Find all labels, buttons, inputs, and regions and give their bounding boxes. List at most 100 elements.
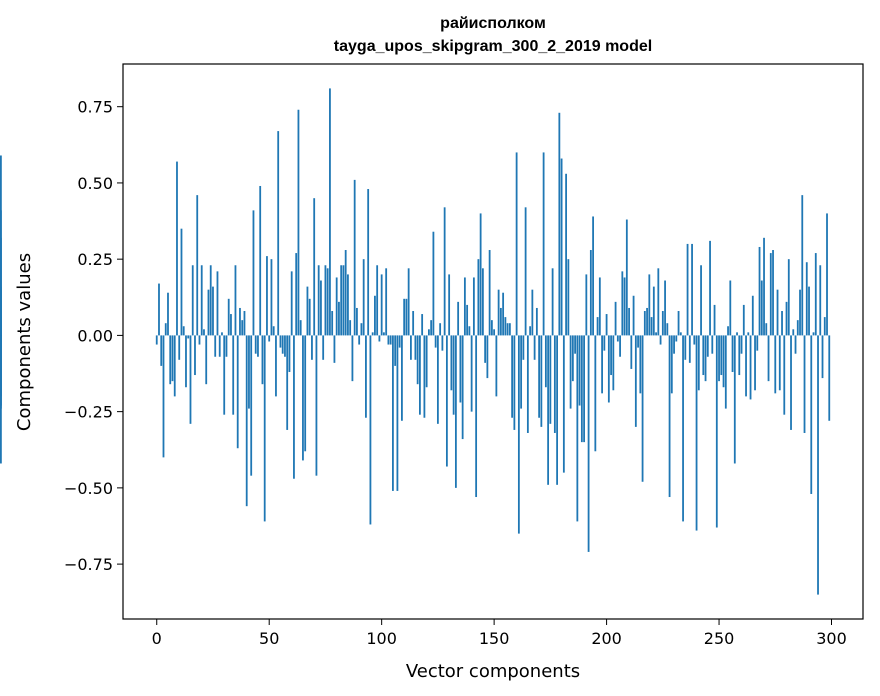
bar-281 bbox=[787, 259, 790, 336]
bar-259 bbox=[738, 335, 741, 376]
bar-233 bbox=[679, 332, 682, 336]
bar-235 bbox=[684, 335, 687, 360]
bar-297 bbox=[823, 317, 826, 336]
bar-172 bbox=[542, 152, 545, 336]
bar-44 bbox=[254, 335, 257, 354]
bar-35 bbox=[234, 265, 237, 336]
bar-83 bbox=[342, 265, 345, 336]
bar-153 bbox=[499, 307, 502, 336]
bar-191 bbox=[585, 274, 588, 336]
bar-17 bbox=[194, 335, 196, 376]
bar-188 bbox=[578, 335, 581, 406]
bar-269 bbox=[760, 280, 763, 336]
bar-5 bbox=[167, 292, 169, 336]
bar-23 bbox=[207, 289, 210, 336]
bar-63 bbox=[297, 109, 300, 336]
bar-268 bbox=[758, 246, 761, 336]
bar-88 bbox=[353, 179, 356, 336]
bar-114 bbox=[412, 311, 415, 336]
bar-45 bbox=[257, 335, 259, 357]
bar-249 bbox=[715, 335, 718, 528]
bar-53 bbox=[275, 335, 277, 397]
bar-230 bbox=[673, 335, 675, 354]
bar-undefined bbox=[0, 210, 2, 336]
bar-213 bbox=[634, 335, 637, 427]
bar-43 bbox=[252, 210, 255, 336]
bar-33 bbox=[230, 314, 232, 336]
bar-106 bbox=[394, 335, 397, 366]
x-axis: 0 50 100 150 200 250 300 bbox=[152, 619, 847, 648]
bar-254 bbox=[727, 326, 729, 336]
bar-239 bbox=[693, 335, 696, 345]
bar-256 bbox=[731, 335, 734, 372]
bar-229 bbox=[670, 335, 673, 394]
bar-49 bbox=[266, 256, 268, 336]
bar-237 bbox=[688, 335, 691, 363]
bar-257 bbox=[733, 335, 736, 464]
bar-197 bbox=[598, 277, 601, 336]
bar-184 bbox=[569, 335, 572, 409]
bar-108 bbox=[398, 335, 401, 348]
bar-103 bbox=[387, 335, 390, 345]
bar-119 bbox=[423, 335, 426, 418]
bar-165 bbox=[526, 335, 529, 433]
bar-48 bbox=[263, 335, 266, 522]
bar-222 bbox=[655, 332, 657, 336]
bar-193 bbox=[589, 250, 592, 336]
bar-135 bbox=[459, 335, 462, 403]
bar-295 bbox=[819, 265, 822, 336]
bar-8 bbox=[173, 335, 176, 397]
bar-99 bbox=[378, 335, 381, 342]
bar-123 bbox=[432, 231, 435, 336]
bar-294 bbox=[817, 335, 819, 595]
bar-64 bbox=[299, 320, 302, 336]
y-tick-label: 0.25 bbox=[77, 250, 113, 269]
bar-undefined bbox=[0, 335, 2, 464]
bar-95 bbox=[369, 335, 372, 525]
bar-277 bbox=[778, 335, 781, 391]
bar-232 bbox=[677, 311, 680, 336]
bar-125 bbox=[436, 335, 439, 424]
bar-155 bbox=[504, 317, 507, 336]
bar-270 bbox=[763, 237, 765, 336]
bar-278 bbox=[781, 311, 783, 336]
bar-52 bbox=[272, 326, 275, 336]
x-tick-label: 250 bbox=[704, 629, 735, 648]
bar-113 bbox=[410, 335, 412, 360]
bar-47 bbox=[261, 335, 264, 385]
bar-139 bbox=[468, 326, 471, 336]
bar-156 bbox=[506, 323, 509, 336]
bar-66 bbox=[304, 335, 307, 452]
bar-101 bbox=[383, 332, 385, 336]
bar-69 bbox=[311, 335, 313, 360]
bar-87 bbox=[351, 335, 354, 382]
bar-219 bbox=[648, 274, 651, 336]
bar-280 bbox=[785, 301, 788, 336]
bar-273 bbox=[769, 253, 772, 336]
bar-96 bbox=[371, 332, 374, 336]
bar-136 bbox=[461, 335, 464, 440]
bar-148 bbox=[488, 250, 491, 336]
bar-185 bbox=[571, 335, 574, 382]
bar-21 bbox=[203, 329, 205, 336]
bar-18 bbox=[196, 195, 199, 336]
bar-15 bbox=[189, 335, 192, 424]
bar-10 bbox=[178, 335, 181, 360]
bar-163 bbox=[522, 335, 525, 360]
bar-201 bbox=[607, 335, 610, 403]
bar-160 bbox=[515, 152, 518, 336]
bar-85 bbox=[347, 274, 349, 336]
bar-221 bbox=[652, 286, 655, 336]
x-tick-label: 0 bbox=[152, 629, 162, 648]
bar-41 bbox=[248, 335, 250, 409]
bar-250 bbox=[718, 335, 720, 382]
bar-13 bbox=[185, 335, 187, 388]
bar-30 bbox=[223, 335, 226, 415]
bar-290 bbox=[808, 286, 810, 336]
bar-37 bbox=[239, 307, 241, 336]
bar-288 bbox=[803, 335, 806, 433]
bar-298 bbox=[826, 213, 828, 336]
bar-243 bbox=[702, 335, 705, 376]
bar-200 bbox=[605, 314, 608, 336]
